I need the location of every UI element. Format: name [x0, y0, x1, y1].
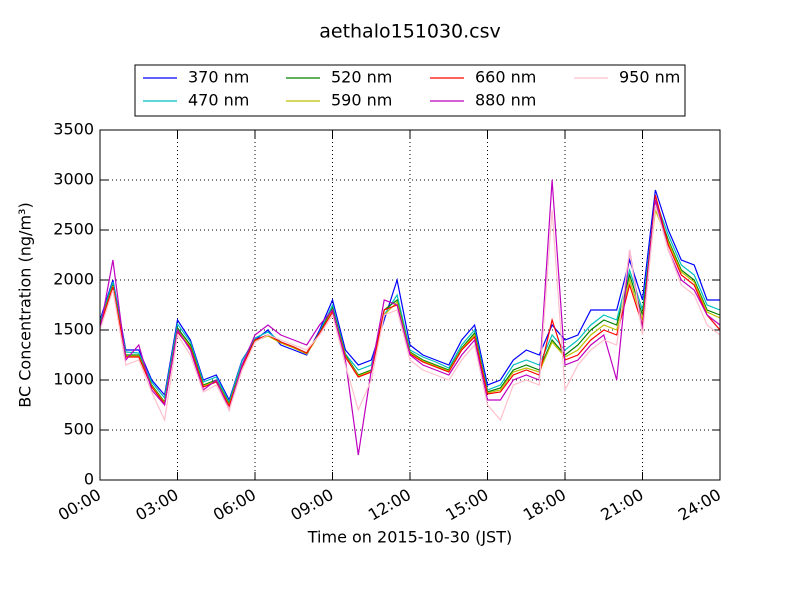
y-tick-label: 1500 [53, 320, 94, 339]
x-axis-label: Time on 2015-10-30 (JST) [307, 528, 512, 547]
legend-label: 370 nm [188, 68, 249, 87]
y-tick-label: 2000 [53, 270, 94, 289]
y-tick-label: 500 [63, 420, 94, 439]
y-tick-label: 1000 [53, 370, 94, 389]
y-tick-label: 3000 [53, 170, 94, 189]
data-line [99, 189, 720, 402]
y-tick-label: 2500 [53, 220, 94, 239]
y-axis-label: BC Concentration (ng/m³) [16, 202, 35, 407]
legend-label: 880 nm [475, 91, 536, 110]
legend-label: 470 nm [188, 91, 249, 110]
legend-box [134, 64, 686, 117]
y-tick-label: 0 [84, 470, 94, 489]
legend-label: 950 nm [619, 68, 680, 87]
legend-label: 660 nm [475, 68, 536, 87]
legend-label: 520 nm [331, 68, 392, 87]
legend-label: 590 nm [331, 91, 392, 110]
plot-frame [99, 129, 721, 481]
chart-title: aethalo151030.csv [319, 21, 501, 43]
y-tick-label: 3500 [53, 120, 94, 139]
data-line [99, 179, 721, 456]
data-line [99, 204, 721, 423]
